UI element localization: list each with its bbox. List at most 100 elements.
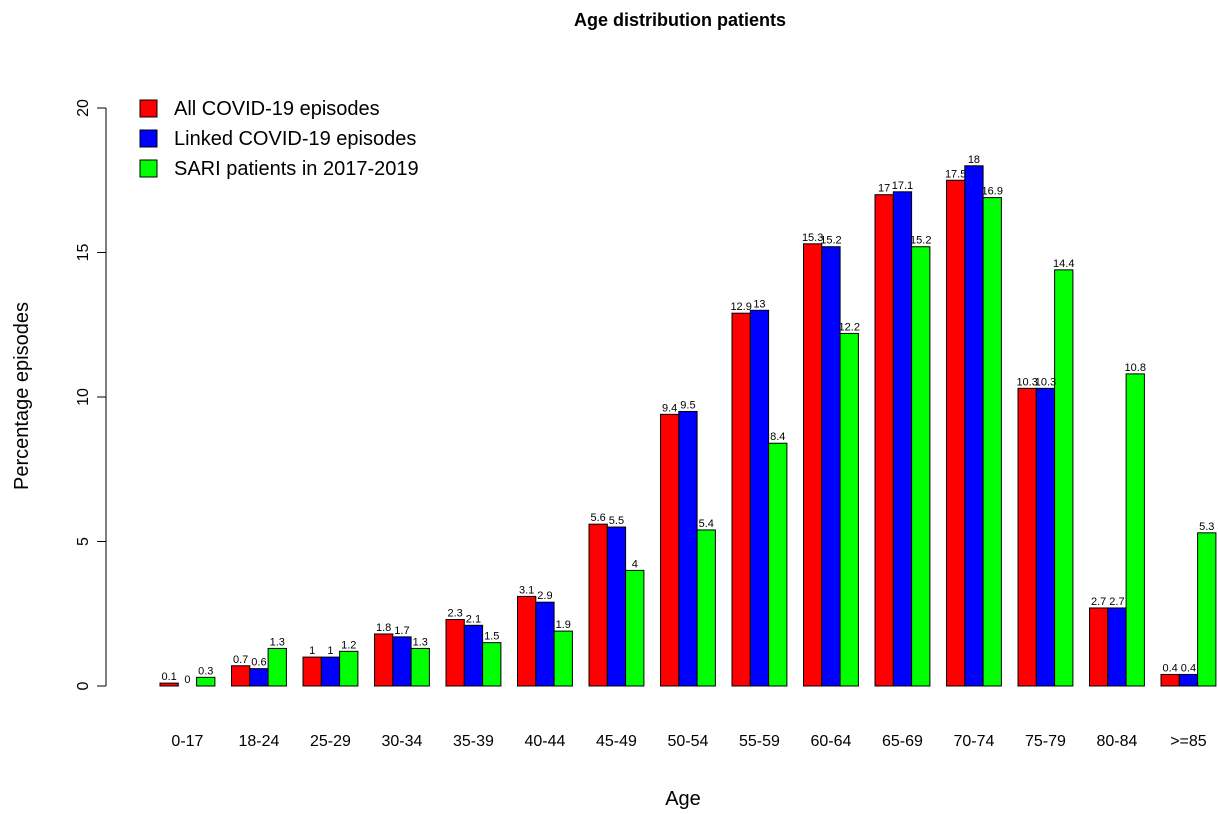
bar-value-label: 8.4 xyxy=(770,431,785,443)
bar xyxy=(535,601,555,687)
x-tick-label: >=85 xyxy=(1170,733,1207,750)
x-tick-label: 35-39 xyxy=(453,733,494,750)
bar xyxy=(696,529,716,687)
bar-value-label: 0.6 xyxy=(251,657,266,669)
bar-value-label: 10.3 xyxy=(1016,376,1037,388)
bar-value-label: 17.5 xyxy=(945,168,966,180)
bar xyxy=(892,191,913,687)
bar xyxy=(159,682,179,687)
y-tick-label: 15 xyxy=(75,244,92,262)
bar xyxy=(803,243,823,687)
legend-label: SARI patients in 2017-2019 xyxy=(174,158,419,180)
bar-value-label: 17.1 xyxy=(892,180,913,192)
bar-value-label: 0 xyxy=(184,674,190,686)
bar-group xyxy=(374,633,430,687)
bar-value-label: 2.7 xyxy=(1109,596,1124,608)
bar xyxy=(1035,387,1056,687)
bar-value-label: 1.3 xyxy=(413,636,428,648)
x-axis-title: Age xyxy=(665,788,701,810)
bar-groups xyxy=(159,165,1217,687)
bar-group xyxy=(874,191,931,687)
bar xyxy=(392,636,412,687)
bar-value-label: 1.5 xyxy=(484,631,499,643)
bar xyxy=(410,647,430,687)
legend: All COVID-19 episodes Linked COVID-19 epi… xyxy=(139,98,419,180)
bar-value-label: 17 xyxy=(878,183,890,195)
bar-value-label: 16.9 xyxy=(982,186,1003,198)
bar xyxy=(964,165,984,687)
bar-value-label: 1.2 xyxy=(341,639,356,651)
bar xyxy=(1160,673,1180,687)
bar-group xyxy=(588,523,645,687)
bar-value-label: 9.4 xyxy=(662,402,677,414)
bar xyxy=(1089,607,1109,687)
bar-value-label: 0.1 xyxy=(162,671,177,683)
bar xyxy=(249,668,269,687)
legend-item: Linked COVID-19 episodes xyxy=(139,128,416,150)
bar xyxy=(731,312,751,687)
bar-value-label: 5.3 xyxy=(1199,521,1214,533)
bar xyxy=(1178,673,1199,687)
bar xyxy=(482,642,502,687)
legend-item: All COVID-19 episodes xyxy=(139,98,380,120)
bar xyxy=(517,595,537,687)
bar-group xyxy=(445,619,502,687)
bar-group xyxy=(231,647,287,687)
bar-group xyxy=(803,243,859,687)
x-tick-labels: 0-17 18-24 25-29 30-34 35-39 40-44 45-49 50-54 5… xyxy=(171,733,1206,750)
x-tick-label: 55-59 xyxy=(739,733,780,750)
bar xyxy=(1197,532,1217,687)
bar-value-label: 18 xyxy=(968,154,980,166)
x-tick-label: 70-74 xyxy=(953,733,994,750)
bar-value-label: 10.3 xyxy=(1035,376,1056,388)
y-axis: 0 5 10 15 20 xyxy=(75,99,107,690)
bar-value-label: 0.4 xyxy=(1181,662,1196,674)
bar xyxy=(749,309,770,687)
bar-group xyxy=(302,650,359,687)
legend-item: SARI patients in 2017-2019 xyxy=(139,158,419,180)
bar xyxy=(768,442,788,687)
bar-value-label: 12.2 xyxy=(839,321,860,333)
bar-value-label: 15.2 xyxy=(820,235,841,247)
bar-value-label: 5.5 xyxy=(609,515,624,527)
y-tick-label: 0 xyxy=(75,681,92,690)
bar-group xyxy=(1017,269,1074,687)
bar-value-label: 1 xyxy=(309,645,315,657)
y-tick-label: 20 xyxy=(75,99,92,117)
bar xyxy=(606,526,627,687)
bar-value-label: 2.7 xyxy=(1091,596,1106,608)
bar-value-label: 10.8 xyxy=(1125,362,1146,374)
y-tick-label: 5 xyxy=(75,537,92,546)
bar-group xyxy=(517,595,573,687)
x-tick-label: 65-69 xyxy=(882,733,923,750)
bar-group xyxy=(159,676,216,687)
bar xyxy=(911,246,931,687)
legend-label: Linked COVID-19 episodes xyxy=(174,128,416,150)
bar xyxy=(553,630,573,687)
bar xyxy=(678,410,698,687)
bar-value-label: 9.5 xyxy=(680,399,695,411)
bar xyxy=(1107,607,1127,687)
bar-value-label: 15.2 xyxy=(910,235,931,247)
bar-value-label: 0.4 xyxy=(1163,662,1178,674)
bar xyxy=(196,676,216,687)
bar-value-label: 14.4 xyxy=(1053,258,1074,270)
legend-label: All COVID-19 episodes xyxy=(174,98,380,120)
value-labels: 0.1 0 0.3 0.7 0.6 1.3 1 1 1.2 1.8 1.7 1.3 2.3 2.11.5 3… xyxy=(162,154,1215,686)
bar-value-label: 13 xyxy=(753,298,765,310)
bar-value-label: 12.9 xyxy=(730,301,751,313)
bar-value-label: 2.3 xyxy=(448,608,463,620)
bar-group xyxy=(946,165,1002,687)
bar xyxy=(874,194,894,687)
x-tick-label: 0-17 xyxy=(171,733,203,750)
bar-value-label: 2.1 xyxy=(466,613,481,625)
legend-swatch xyxy=(139,129,158,148)
bar xyxy=(231,665,251,687)
bar-group xyxy=(660,410,716,687)
legend-swatch xyxy=(139,159,158,178)
bar xyxy=(1054,269,1074,687)
bar xyxy=(625,569,645,687)
bar-value-label: 1.8 xyxy=(376,622,391,634)
bar-value-label: 5.4 xyxy=(699,518,714,530)
bar-group xyxy=(1089,373,1145,687)
